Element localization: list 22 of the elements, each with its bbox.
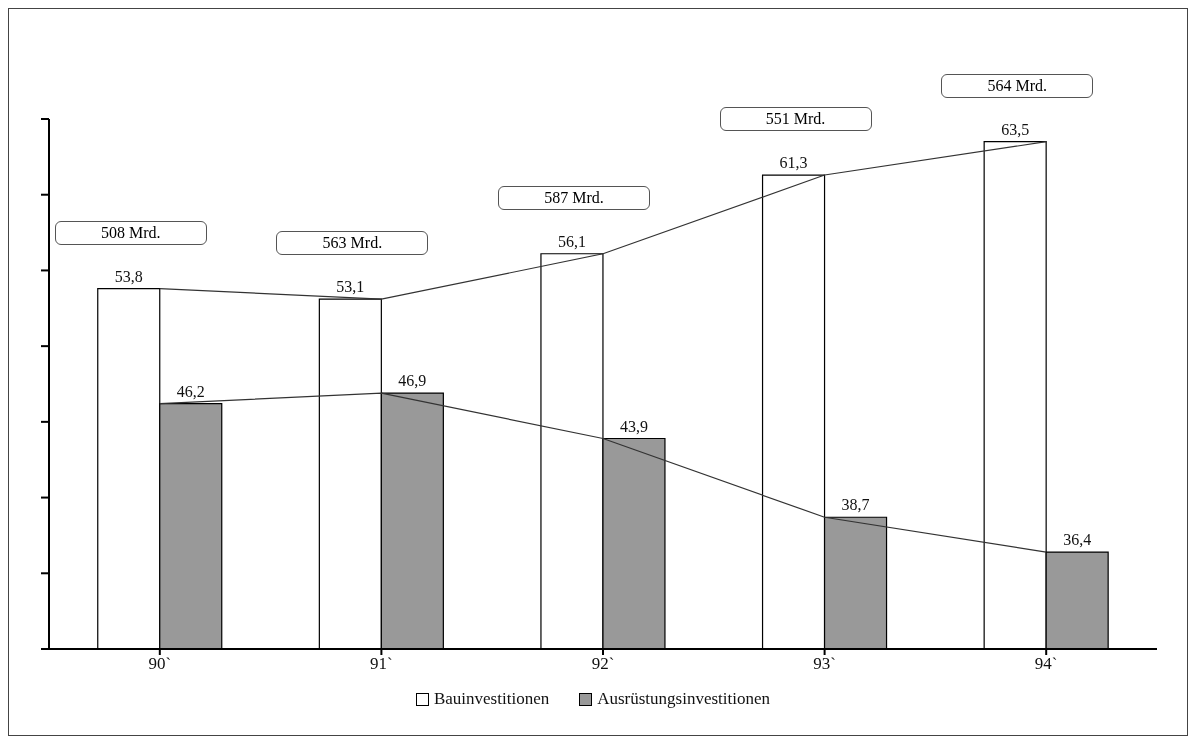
data-label: 46,9 xyxy=(398,372,427,390)
x-tick-label: 91` xyxy=(370,654,393,674)
data-label: 46,2 xyxy=(176,382,205,400)
callout-frame: 563 Mrd. xyxy=(276,231,429,256)
x-tick-label: 92` xyxy=(591,654,615,674)
data-label: 61,3 xyxy=(779,154,808,172)
callout-frame: 564 Mrd. xyxy=(941,73,1094,98)
data-label: 53,1 xyxy=(336,278,365,296)
legend-label: Ausrüstungsinvestitionen xyxy=(597,689,771,709)
data-label: 38,7 xyxy=(841,496,870,514)
callout-frame: 551 Mrd. xyxy=(719,107,872,131)
data-label: 56,1 xyxy=(557,232,586,250)
x-tick-label: 90` xyxy=(148,654,172,674)
data-label: 63,5 xyxy=(1001,120,1030,138)
x-tick-label: 94` xyxy=(1034,654,1058,674)
data-label: 53,8 xyxy=(114,267,143,285)
callout-frame: 508 Mrd. xyxy=(54,220,207,245)
x-tick-label: 93` xyxy=(813,654,836,674)
legend-label: Bauinvestitionen xyxy=(433,689,550,709)
data-label: 36,4 xyxy=(1063,531,1092,549)
callout-frame: 587 Mrd. xyxy=(498,185,650,210)
data-label: 43,9 xyxy=(619,417,648,435)
